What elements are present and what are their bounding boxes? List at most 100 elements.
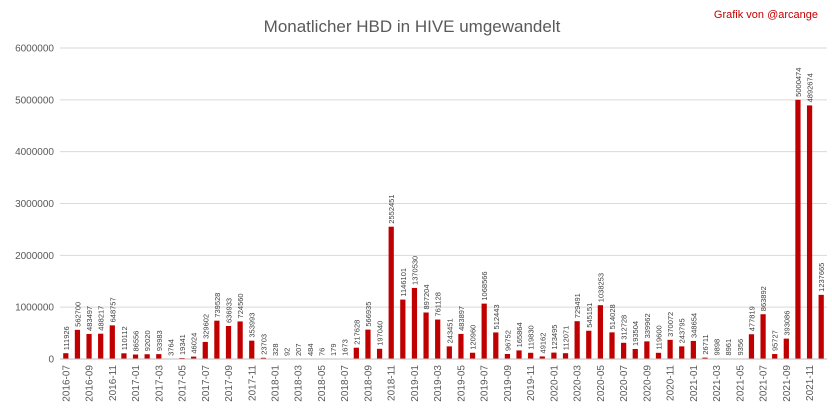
- data-label: 739528: [213, 293, 222, 318]
- bar: [551, 352, 557, 359]
- data-label: 477819: [747, 306, 756, 331]
- data-label: 119600: [654, 325, 663, 349]
- x-tick-label: 2017-05: [178, 365, 189, 402]
- chart-credit: Grafik von @arcange: [714, 9, 818, 21]
- x-tick-label: 2020-09: [642, 365, 653, 402]
- data-label: 9356: [736, 339, 745, 356]
- bar: [225, 325, 232, 359]
- x-tick-label: 2017-07: [201, 365, 212, 402]
- bar: [365, 329, 371, 359]
- data-label: 165864: [515, 322, 524, 347]
- data-label: 92020: [143, 330, 152, 351]
- data-label: 329602: [201, 314, 210, 339]
- data-label: 243451: [445, 318, 454, 343]
- bar: [632, 348, 638, 359]
- bar: [63, 353, 69, 359]
- data-label: 5000474: [794, 68, 803, 97]
- bar: [806, 105, 813, 360]
- data-label: 217628: [352, 320, 361, 345]
- data-label: 110112: [120, 326, 129, 350]
- data-label: 1673: [341, 339, 350, 356]
- y-tick-label: 0: [48, 355, 54, 366]
- bar: [539, 356, 545, 359]
- bar: [435, 319, 441, 359]
- x-tick-label: 2020-01: [549, 365, 560, 402]
- bars: [63, 99, 824, 360]
- bar: [469, 352, 476, 359]
- data-label: 897204: [422, 284, 431, 309]
- data-label: 483897: [457, 306, 466, 331]
- x-tick-label: 2021-01: [689, 365, 700, 402]
- x-tick-label: 2021-11: [805, 365, 816, 401]
- bar: [132, 354, 139, 359]
- bar: [353, 347, 359, 359]
- bar: [772, 354, 778, 359]
- bar: [191, 356, 197, 359]
- x-tick-label: 2018-07: [340, 365, 351, 402]
- data-label: 1370530: [410, 256, 419, 285]
- x-tick-label: 2021-07: [759, 365, 770, 402]
- data-label: 348654: [689, 313, 698, 338]
- data-label: 243795: [678, 318, 687, 343]
- bar: [260, 357, 266, 359]
- bar: [411, 287, 418, 359]
- data-label: 562700: [73, 302, 82, 327]
- x-tick-label: 2018-09: [363, 365, 374, 402]
- data-label: 545151: [585, 303, 594, 328]
- data-label: 123495: [550, 325, 559, 350]
- bar: [376, 348, 383, 359]
- data-label: 8961: [724, 339, 733, 356]
- x-axis: 2016-07 2016-09 2016-11 2017-01 2017-03 2017-…: [60, 358, 827, 402]
- bar: [121, 353, 127, 359]
- data-label: 636933: [225, 298, 234, 323]
- data-label: 370072: [666, 312, 675, 337]
- x-tick-label: 2017-09: [224, 365, 235, 402]
- data-label: 514028: [608, 304, 617, 329]
- data-label: 328: [271, 343, 280, 356]
- bar: [702, 357, 708, 359]
- bar: [423, 312, 429, 359]
- x-tick-label: 2018-03: [294, 365, 305, 402]
- data-label: 483497: [85, 306, 94, 331]
- x-tick-label: 2017-01: [131, 365, 142, 402]
- data-label: 484: [306, 343, 315, 356]
- bar: [214, 320, 220, 359]
- bar: [783, 338, 789, 359]
- bar: [621, 342, 627, 359]
- bar: [516, 350, 522, 359]
- data-label: 4892674: [806, 73, 815, 102]
- data-label: 49162: [538, 333, 547, 354]
- bar: [760, 314, 766, 359]
- bar: [237, 321, 243, 359]
- data-label: 1068566: [480, 271, 489, 300]
- data-label: 197040: [376, 321, 385, 346]
- data-label: 193504: [631, 321, 640, 346]
- data-label: 96752: [503, 330, 512, 351]
- data-label: 112071: [562, 326, 571, 350]
- y-tick-label: 6000000: [15, 44, 54, 55]
- data-label: 19341: [178, 334, 187, 355]
- bar: [586, 330, 592, 359]
- data-label: 724560: [236, 293, 245, 318]
- data-label: 648757: [108, 297, 117, 322]
- bar: [98, 333, 104, 359]
- bar: [388, 226, 394, 359]
- x-tick-label: 2021-05: [735, 365, 746, 402]
- bar: [156, 354, 162, 359]
- x-tick-label: 2018-01: [270, 365, 281, 402]
- data-label: 488217: [97, 306, 106, 331]
- data-label: 93983: [155, 330, 164, 351]
- x-tick-label: 2016-11: [108, 365, 119, 401]
- bar: [504, 353, 511, 359]
- chart-title: Monatlicher HBD in HIVE umgewandelt: [264, 17, 561, 36]
- x-tick-label: 2016-07: [61, 365, 72, 402]
- bar: [86, 333, 92, 359]
- data-label: 86556: [132, 331, 141, 352]
- bar: [748, 334, 755, 359]
- y-axis: 0 1000000 2000000 3000000 4000000 5000000 6000…: [15, 44, 54, 366]
- x-tick-label: 2019-07: [480, 365, 491, 402]
- bar: [144, 354, 150, 359]
- bar: [655, 352, 662, 359]
- data-label: 863892: [759, 286, 768, 311]
